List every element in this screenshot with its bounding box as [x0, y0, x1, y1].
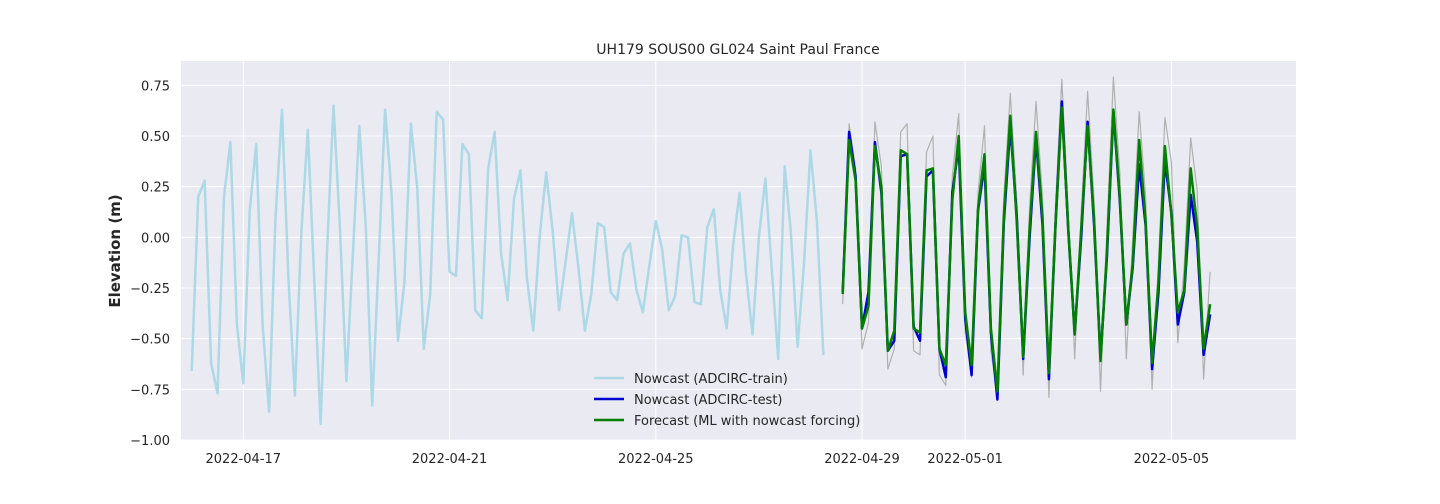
x-tick-label: 2022-04-25 [618, 452, 694, 467]
legend-label: Forecast (ML with nowcast forcing) [634, 414, 860, 429]
y-tick-label: −0.25 [130, 282, 170, 297]
y-tick-label: −1.00 [130, 434, 170, 449]
series-layer [190, 76, 1212, 426]
x-axis: 2022-04-17 2022-04-21 2022-04-25 2022-04-29… [206, 452, 1210, 467]
y-tick-label: −0.50 [130, 333, 170, 348]
y-tick-label: 0.25 [141, 181, 170, 196]
y-tick-label: −0.75 [130, 383, 170, 398]
y-axis-label: Elevation (m) [106, 194, 124, 307]
legend: Nowcast (ADCIRC-train) Nowcast (ADCIRC-te… [594, 372, 860, 429]
x-tick-label: 2022-05-05 [1134, 452, 1210, 467]
y-tick-label: 0.00 [141, 231, 170, 246]
y-axis: −1.00 −0.75 −0.50 −0.25 0.00 0.25 0.50 0.75 [130, 79, 170, 449]
y-tick-label: 0.50 [141, 130, 170, 145]
x-tick-label: 2022-05-01 [927, 452, 1003, 467]
legend-label: Nowcast (ADCIRC-test) [634, 393, 783, 408]
chart-title: UH179 SOUS00 GL024 Saint Paul France [596, 42, 879, 58]
legend-label: Nowcast (ADCIRC-train) [634, 372, 788, 387]
y-tick-label: 0.75 [141, 79, 170, 94]
x-tick-label: 2022-04-29 [824, 452, 900, 467]
x-tick-label: 2022-04-21 [412, 452, 488, 467]
x-tick-label: 2022-04-17 [206, 452, 282, 467]
series-forecast-ml-with-nowcast-forcing [841, 106, 1212, 393]
series-nowcast-adcirc-train [190, 104, 825, 426]
